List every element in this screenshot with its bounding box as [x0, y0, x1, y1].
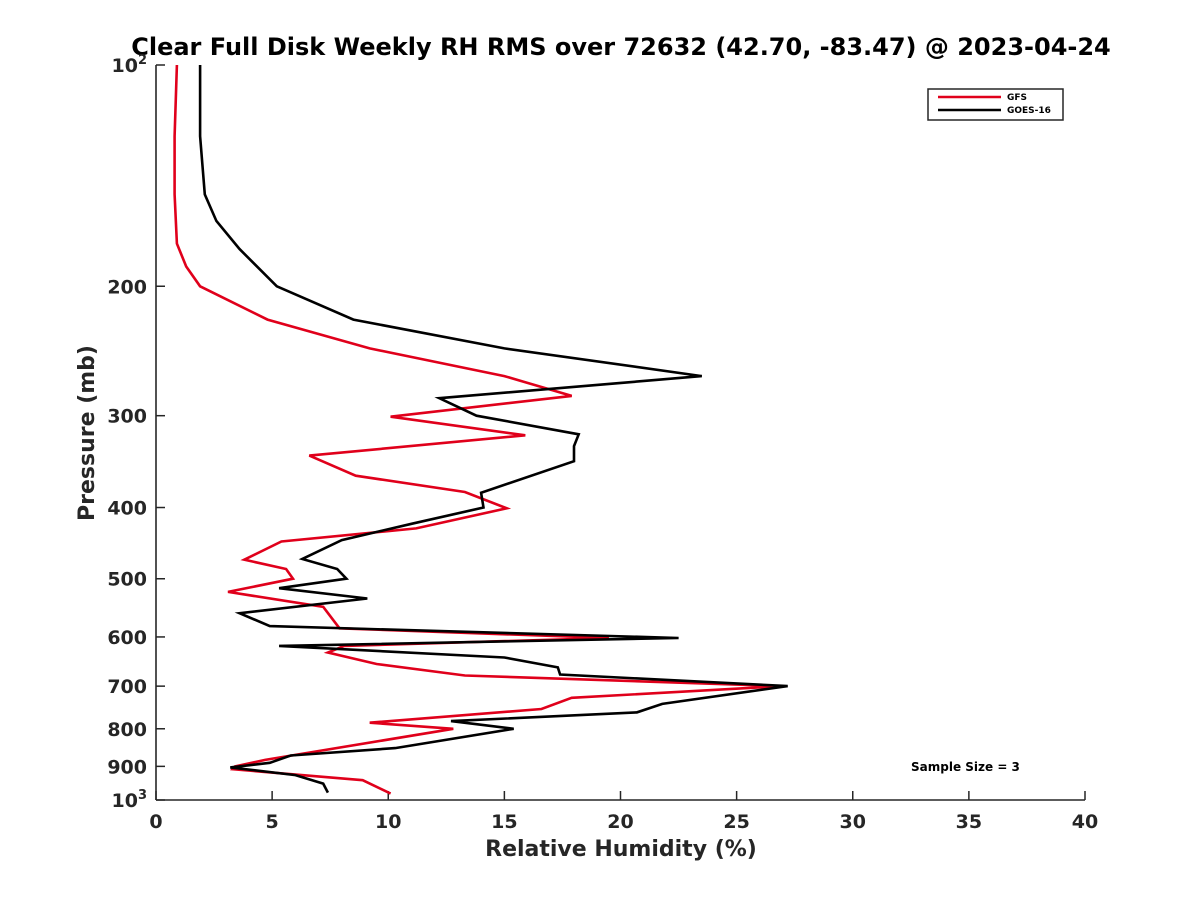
y-ticks: 102 200 300 400 500 600 700 800 900 103 [107, 53, 165, 812]
x-tick-label: 30 [840, 811, 866, 833]
x-tick-label: 20 [607, 811, 633, 833]
x-tick-label: 40 [1072, 811, 1098, 833]
x-axis-label: Relative Humidity (%) [485, 837, 757, 862]
y-tick-label: 200 [107, 276, 147, 298]
series-group [173, 64, 788, 795]
chart-title: Clear Full Disk Weekly RH RMS over 72632… [131, 33, 1111, 61]
legend-label-goes16: GOES-16 [1007, 106, 1051, 116]
y-tick-label: 700 [107, 676, 147, 698]
y-tick-label: 600 [107, 627, 147, 649]
y-tick-label: 300 [107, 406, 147, 428]
legend-box [927, 88, 1064, 121]
x-tick-label: 25 [723, 811, 749, 833]
x-tick-label: 35 [956, 811, 982, 833]
x-tick-label: 15 [491, 811, 517, 833]
y-tick-label: 500 [107, 569, 147, 591]
y-axis-label: Pressure (mb) [75, 345, 100, 521]
y-tick-label: 102 [112, 53, 148, 77]
series-line-goes16 [198, 65, 788, 794]
y-tick-label: 400 [107, 498, 147, 520]
y-tick-label: 900 [107, 756, 147, 778]
series-line-gfs [173, 64, 784, 795]
sample-size-annotation: Sample Size = 3 [911, 760, 1020, 774]
y-tick-label: 800 [107, 719, 147, 741]
legend-label-gfs: GFS [1007, 93, 1027, 103]
x-ticks: 0 5 10 15 20 25 30 35 40 [149, 791, 1098, 833]
x-tick-label: 0 [149, 811, 162, 833]
legend: GFS GOES-16 [927, 88, 1064, 121]
y-tick-label: 103 [112, 788, 148, 812]
x-tick-label: 10 [375, 811, 401, 833]
x-tick-label: 5 [266, 811, 279, 833]
